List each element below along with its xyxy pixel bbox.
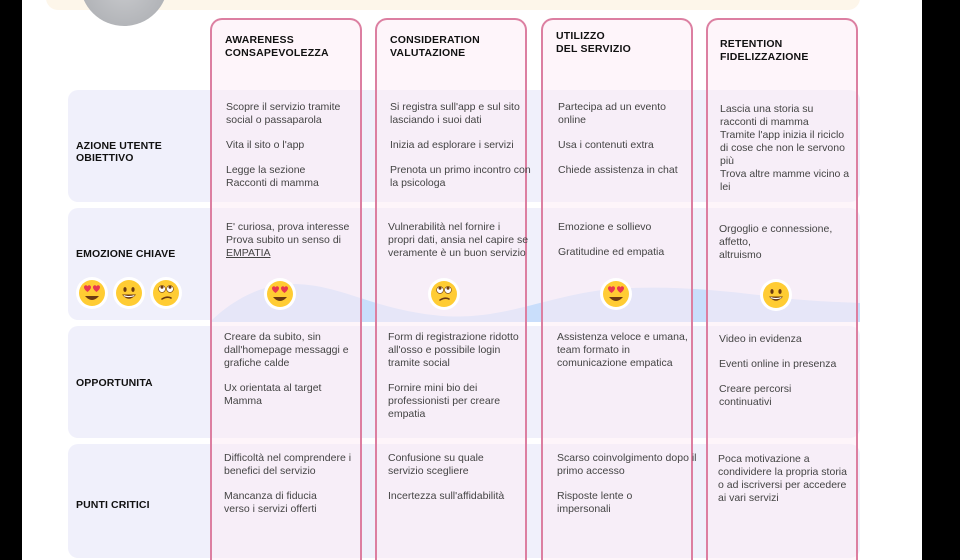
cell-item: Ux orientata al target Mamma (224, 382, 322, 407)
stage-title-consideration: CONSIDERATION VALUTAZIONE (390, 34, 480, 60)
stage-column-utilizzo (541, 18, 693, 560)
cell-critici-consideration: Confusione su quale servizio scegliere I… (388, 452, 530, 503)
customer-journey-map: AWARENESS CONSAPEVOLEZZA CONSIDERATION V… (22, 0, 922, 560)
stage-title-retention: RETENTION FIDELIZZAZIONE (720, 38, 809, 64)
heart-eyes-emoji-icon (76, 277, 108, 309)
cell-opportunita-retention: Video in evidenza Eventi online in prese… (719, 333, 859, 409)
cell-item: Gratitudine ed empatia (558, 246, 665, 258)
cell-item: Emozione e sollievo (558, 221, 652, 233)
cell-item: Vulnerabilità nel fornire i propri dati,… (388, 221, 529, 259)
cell-emozione-awareness: E' curiosa, prova interesse Prova subito… (226, 221, 371, 260)
heart-eyes-emoji-icon (264, 278, 296, 310)
stage-title-line1: CONSIDERATION (390, 34, 480, 46)
cell-opportunita-consideration: Form di registrazione ridotto all'osso e… (388, 331, 530, 421)
stage-title-line2: DEL SERVIZIO (556, 43, 631, 55)
grinning-emoji-icon (760, 279, 792, 311)
row-label-emozione: EMOZIONE CHIAVE (76, 248, 176, 260)
cell-item: Assistenza veloce e umana, team formato … (557, 331, 688, 369)
cell-item: Legge la sezione Racconti di mamma (226, 164, 319, 189)
stage-title-line2: VALUTAZIONE (390, 47, 466, 59)
cell-item: Mancanza di fiducia verso i servizi offe… (224, 490, 317, 515)
cell-item: Inizia ad esplorare i servizi (390, 139, 514, 151)
cell-item: Poca motivazione a condividere la propri… (718, 453, 847, 504)
cell-item: Partecipa ad un evento online (558, 101, 666, 126)
cell-item: Orgoglio e connessione, (719, 223, 833, 235)
persona-avatar (80, 0, 168, 26)
emotion-curve (210, 284, 860, 322)
stage-title-awareness: AWARENESS CONSAPEVOLEZZA (225, 34, 329, 60)
cell-item: Trova altre mamme vicino a lei (720, 168, 850, 193)
eye-roll-emoji-icon (428, 278, 460, 310)
stage-title-line2: CONSAPEVOLEZZA (225, 47, 329, 59)
stage-title-line1: AWARENESS (225, 34, 294, 46)
cell-item: affetto, (719, 236, 751, 248)
cell-item: Vita il sito o l'app (226, 139, 305, 151)
cell-item: Incertezza sull'affidabilità (388, 490, 505, 502)
grinning-emoji-icon (113, 277, 145, 309)
cell-item: Risposte lente o impersonali (557, 490, 633, 515)
emphasis-text: EMPATIA (226, 247, 271, 259)
cell-opportunita-utilizzo: Assistenza veloce e umana, team formato … (557, 331, 699, 370)
cell-item: Chiede assistenza in chat (558, 164, 678, 176)
row-label-critici: PUNTI CRITICI (76, 499, 150, 511)
cell-item: Creare percorsi continuativi (719, 383, 792, 408)
cell-critici-utilizzo: Scarso coinvolgimento dopo il primo acce… (557, 452, 699, 516)
cell-item: Fornire mini bio dei professionisti per … (388, 382, 501, 420)
cell-azione-retention: Lascia una storia su racconti di mamma T… (720, 103, 858, 194)
stage-title-line1: UTILIZZO (556, 30, 605, 42)
cell-item: Scarso coinvolgimento dopo il primo acce… (557, 452, 697, 477)
cell-emozione-consideration: Vulnerabilità nel fornire i propri dati,… (388, 221, 530, 260)
cell-item: Lascia una storia su racconti di mamma (720, 103, 814, 128)
heart-eyes-emoji-icon (600, 278, 632, 310)
cell-item: Prova subito un senso di (226, 234, 341, 246)
cell-opportunita-awareness: Creare da subito, sin dall'homepage mess… (224, 331, 364, 408)
cell-item: Video in evidenza (719, 333, 802, 345)
cell-azione-utilizzo: Partecipa ad un evento online Usa i cont… (558, 101, 698, 177)
cell-item: Creare da subito, sin dall'homepage mess… (224, 331, 349, 369)
eye-roll-emoji-icon (150, 277, 182, 309)
cell-critici-retention: Poca motivazione a condividere la propri… (718, 453, 853, 505)
cell-item: altruismo (719, 249, 762, 261)
cell-critici-awareness: Difficoltà nel comprendere i benefici de… (224, 452, 359, 516)
cell-item: Tramite l'app inizia il riciclo di cose … (720, 129, 845, 167)
stage-title-line1: RETENTION (720, 38, 783, 50)
stage-title-utilizzo: UTILIZZO DEL SERVIZIO (556, 30, 631, 56)
cell-azione-consideration: Si registra sull'app e sul sito lasciand… (390, 101, 535, 190)
top-banner (46, 0, 860, 10)
row-label-line2: OBIETTIVO (76, 152, 134, 164)
row-label-opportunita: OPPORTUNITA (76, 377, 153, 389)
cell-emozione-retention: Orgoglio e connessione, affetto, altruis… (719, 223, 859, 262)
cell-item: Confusione su quale servizio scegliere (388, 452, 484, 477)
cell-item: Usa i contenuti extra (558, 139, 654, 151)
cell-item: E' curiosa, prova interesse (226, 221, 350, 233)
stage-title-line2: FIDELIZZAZIONE (720, 51, 809, 63)
cell-item: Scopre il servizio tramite social o pass… (226, 101, 341, 126)
cell-item: Prenota un primo incontro con la psicolo… (390, 164, 531, 189)
row-label-line1: AZIONE UTENTE (76, 140, 162, 152)
cell-item: Difficoltà nel comprendere i benefici de… (224, 452, 352, 477)
cell-item: Eventi online in presenza (719, 358, 837, 370)
cell-item: Si registra sull'app e sul sito lasciand… (390, 101, 520, 126)
row-label-azione: AZIONE UTENTE OBIETTIVO (76, 140, 162, 164)
cell-item: Form di registrazione ridotto all'osso e… (388, 331, 519, 369)
cell-azione-awareness: Scopre il servizio tramite social o pass… (226, 101, 366, 190)
cell-emozione-utilizzo: Emozione e sollievo Gratitudine ed empat… (558, 221, 698, 259)
